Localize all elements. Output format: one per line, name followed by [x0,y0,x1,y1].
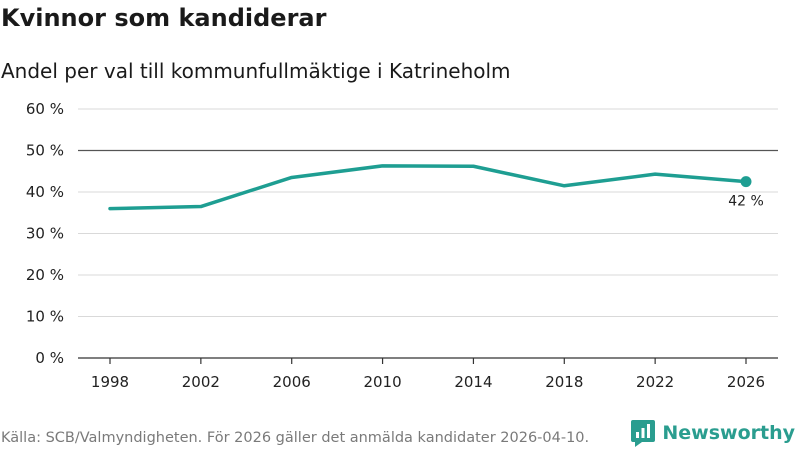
series-layer [108,164,748,211]
brand-name: Newsworthy [662,422,795,444]
y-axis-ticks: 0 % 10 % 20 % 30 % 40 % 50 % 60 % [26,100,64,367]
x-tick-label: 2010 [363,373,401,391]
x-tick-label: 2006 [273,373,311,391]
source-note: Källa: SCB/Valmyndigheten. För 2026 gäll… [1,430,590,446]
y-tick-label: 20 % [26,266,64,284]
x-axis: 1998 2002 2006 2010 2014 2018 2022 2026 [78,357,778,391]
series-line [108,164,748,211]
chart-subtitle: Andel per val till kommunfullmäktige i K… [1,59,511,83]
bar-chart-logo-icon [631,420,656,447]
x-tick-label: 2002 [182,373,220,391]
data-point-marker [740,176,752,188]
y-tick-label: 0 % [35,349,64,367]
data-label: 42 % [728,194,764,210]
x-tick-label: 2026 [727,373,765,391]
x-tick-label: 2022 [636,373,674,391]
grid-lines [78,108,778,317]
annotation-layer: 42 % [728,176,764,210]
x-tick-label: 2014 [454,373,492,391]
y-tick-label: 40 % [26,183,64,201]
x-tick-label: 2018 [545,373,583,391]
y-tick-label: 60 % [26,100,64,118]
chart-title: Kvinnor som kandiderar [1,4,327,32]
brand-logo: Newsworthy [630,418,795,448]
y-tick-label: 50 % [26,142,64,160]
y-tick-label: 10 % [26,308,64,326]
y-tick-label: 30 % [26,225,64,243]
x-tick-label: 1998 [91,373,129,391]
